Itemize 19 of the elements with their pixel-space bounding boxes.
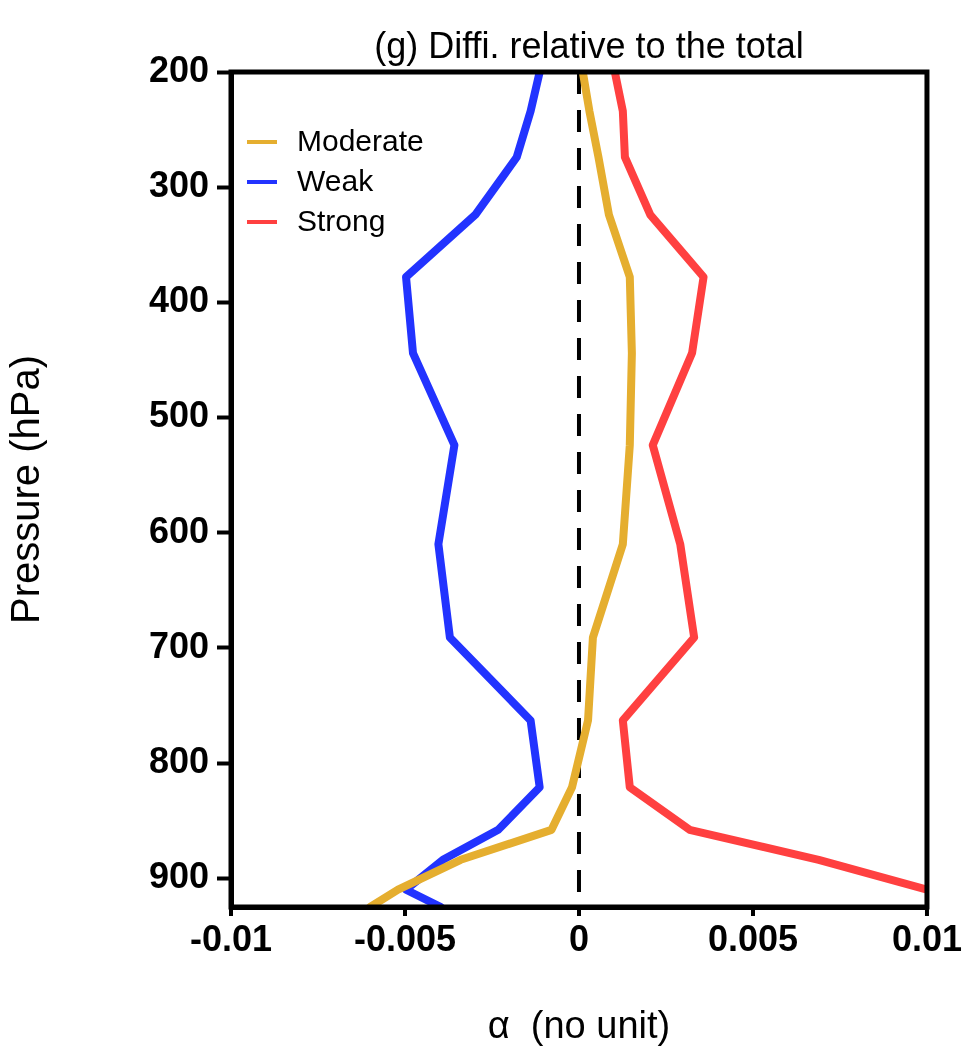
chart-title: (g) Diffi. relative to the total [374,24,804,66]
x-tick-label: 0 [568,917,589,959]
legend-label: Moderate [297,124,424,158]
y-tick-label: 500 [148,394,209,436]
x-tick-label: -0.01 [189,917,273,959]
y-axis-title: Pressure (hPa) [3,355,48,624]
y-tick-label: 900 [148,855,209,897]
y-tick-label: 700 [148,624,209,666]
legend-label: Weak [297,164,375,198]
x-tick-label: 0.005 [707,917,799,959]
x-tick-label: 0.01 [891,917,963,959]
y-tick-label: 400 [148,279,209,321]
y-tick-label: 800 [148,739,209,781]
y-tick-label: 200 [148,48,209,90]
x-axis-title: α (no unit) [487,1003,671,1046]
legend-label: Strong [297,204,386,238]
y-tick-label: 600 [148,509,209,551]
y-tick-label: 300 [148,164,209,206]
x-tick-label: -0.005 [353,917,457,959]
